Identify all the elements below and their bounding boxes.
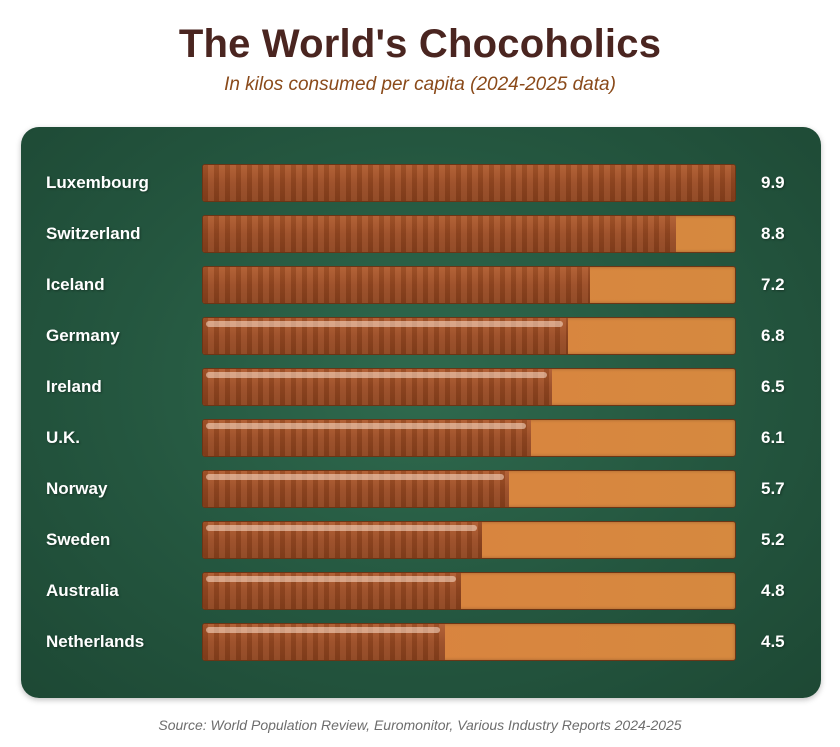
bar-highlight <box>206 525 477 531</box>
value-label: 7.2 <box>761 275 785 294</box>
category-label: U.K. <box>46 428 80 447</box>
bar <box>203 267 590 303</box>
category-label: Ireland <box>46 377 102 396</box>
value-label: 4.8 <box>761 581 785 600</box>
bar <box>203 624 445 660</box>
value-label: 6.5 <box>761 377 785 396</box>
bar <box>203 165 735 201</box>
bar-row: Australia 4.8 <box>21 572 821 610</box>
category-label: Germany <box>46 326 120 345</box>
bar-highlight <box>206 321 563 327</box>
bar-track <box>202 164 736 202</box>
bar-track <box>202 470 736 508</box>
category-label: Norway <box>46 479 108 498</box>
bar <box>203 573 461 609</box>
bar <box>203 522 482 558</box>
category-label: Luxembourg <box>46 173 149 192</box>
bar-row: U.K. 6.1 <box>21 419 821 457</box>
chart-title: The World's Chocoholics <box>178 22 662 66</box>
bar-row: Ireland 6.5 <box>21 368 821 406</box>
bar <box>203 471 509 507</box>
bar-highlight <box>206 627 440 633</box>
bar-track <box>202 215 736 253</box>
bar-highlight <box>206 372 547 378</box>
value-label: 9.9 <box>761 173 785 192</box>
value-label: 6.8 <box>761 326 785 345</box>
bar <box>203 216 676 252</box>
source-note: Source: World Population Review, Euromon… <box>158 717 682 733</box>
value-label: 8.8 <box>761 224 785 243</box>
bar <box>203 369 552 405</box>
category-label: Switzerland <box>46 224 141 243</box>
bar-highlight <box>206 576 456 582</box>
bar-track <box>202 572 736 610</box>
bar-track <box>202 266 736 304</box>
category-label: Netherlands <box>46 632 145 651</box>
category-label: Australia <box>46 581 119 600</box>
bar-track <box>202 368 736 406</box>
value-label: 5.2 <box>761 530 785 549</box>
bar-row: Iceland 7.2 <box>21 266 821 304</box>
chart-panel: Luxembourg 9.9 Switzerland 8.8 Iceland 7.2 Ger… <box>21 127 821 698</box>
bar-row: Norway 5.7 <box>21 470 821 508</box>
bar-row: Luxembourg 9.9 <box>21 164 821 202</box>
bar-track <box>202 521 736 559</box>
bar-row: Sweden 5.2 <box>21 521 821 559</box>
bar <box>203 318 568 354</box>
bar-row: Netherlands 4.5 <box>21 623 821 661</box>
bar <box>203 420 531 456</box>
category-label: Sweden <box>46 530 111 549</box>
bar-track <box>202 419 736 457</box>
value-label: 6.1 <box>761 428 785 447</box>
value-label: 4.5 <box>761 632 785 651</box>
value-label: 5.7 <box>761 479 785 498</box>
bar-track <box>202 623 736 661</box>
bar-row: Switzerland 8.8 <box>21 215 821 253</box>
chart-subtitle: In kilos consumed per capita (2024-2025 … <box>224 74 616 95</box>
bar-row: Germany 6.8 <box>21 317 821 355</box>
bar-highlight <box>206 423 526 429</box>
bar-track <box>202 317 736 355</box>
category-label: Iceland <box>46 275 105 294</box>
bar-highlight <box>206 474 504 480</box>
